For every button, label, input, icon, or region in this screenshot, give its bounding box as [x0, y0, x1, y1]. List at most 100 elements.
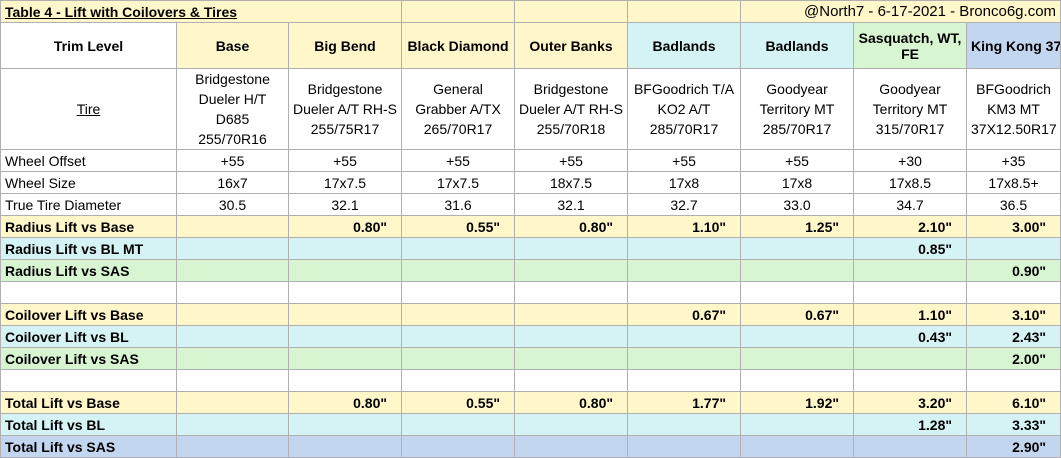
value-cell: 17x8.5 [853, 171, 968, 194]
tire-cell: Bridgestone Dueler A/T RH-S 255/75R17 [287, 68, 403, 150]
value-cell [287, 259, 403, 282]
value-cell [514, 303, 629, 326]
value-cell: +55 [627, 149, 742, 172]
value-cell [740, 369, 855, 392]
value-cell [287, 369, 403, 392]
value-cell [740, 237, 855, 260]
value-cell [401, 369, 516, 392]
table-title: Table 4 - Lift with Coilovers & Tires [0, 0, 403, 23]
value-cell: 17x7.5 [287, 171, 403, 194]
value-cell [514, 347, 629, 370]
value-cell: 0.55" [401, 391, 516, 414]
tire-cell: BFGoodrich T/A KO2 A/T 285/70R17 [627, 68, 742, 150]
value-cell [627, 237, 742, 260]
value-cell: 0.80" [287, 215, 403, 238]
value-cell: 18x7.5 [514, 171, 629, 194]
value-cell: 3.00" [966, 215, 1061, 238]
trim-cell: Badlands [740, 22, 855, 69]
table-row-true-tire-diameter: True Tire Diameter 30.5 32.1 31.6 32.1 32.7 33… [0, 193, 1061, 216]
value-cell [287, 325, 403, 348]
value-cell [627, 281, 742, 304]
trim-cell: Big Bend [287, 22, 403, 69]
value-cell: 16x7 [176, 171, 289, 194]
row-label: Coilover Lift vs SAS [0, 347, 177, 370]
tire-cell: BFGoodrich KM3 MT 37X12.50R17 [966, 68, 1061, 150]
value-cell [514, 413, 629, 436]
value-cell: 17x8.5+ [966, 171, 1061, 194]
value-cell [176, 347, 289, 370]
value-cell [514, 281, 629, 304]
value-cell: 31.6 [401, 193, 516, 216]
value-cell [853, 347, 968, 370]
value-cell [740, 347, 855, 370]
value-cell: 32.7 [627, 193, 742, 216]
spacer-row [0, 281, 1061, 304]
row-label: Total Lift vs SAS [0, 435, 177, 458]
value-cell [853, 369, 968, 392]
value-cell: 3.10" [966, 303, 1061, 326]
table-row-coilover-lift-bl: Coilover Lift vs BL 0.43" 2.43" [0, 325, 1061, 348]
value-cell: 1.10" [853, 303, 968, 326]
table-row-coilover-lift-base: Coilover Lift vs Base 0.67" 0.67" 1.10" 3.10… [0, 303, 1061, 326]
value-cell: +55 [514, 149, 629, 172]
value-cell [176, 237, 289, 260]
value-cell: 32.1 [514, 193, 629, 216]
value-cell [176, 413, 289, 436]
value-cell [287, 281, 403, 304]
table-row-radius-lift-blmt: Radius Lift vs BL MT 0.85" [0, 237, 1061, 260]
value-cell: 33.0 [740, 193, 855, 216]
value-cell: 1.77" [627, 391, 742, 414]
value-cell: 0.80" [287, 391, 403, 414]
value-cell [401, 325, 516, 348]
value-cell: 0.43" [853, 325, 968, 348]
tire-cell: Bridgestone Dueler A/T RH-S 255/70R18 [514, 68, 629, 150]
value-cell: +30 [853, 149, 968, 172]
value-cell [176, 215, 289, 238]
trim-row: Trim Level Base Big Bend Black Diamond O… [0, 22, 1061, 69]
value-cell [627, 347, 742, 370]
tire-row: Tire Bridgestone Dueler H/T D685 255/70R… [0, 68, 1061, 150]
value-cell [176, 391, 289, 414]
value-cell: 17x8 [627, 171, 742, 194]
row-label: Wheel Size [0, 171, 177, 194]
row-label: Total Lift vs BL [0, 413, 177, 436]
value-cell [401, 303, 516, 326]
value-cell: +55 [740, 149, 855, 172]
row-label: Coilover Lift vs BL [0, 325, 177, 348]
trim-cell: King Kong 37" [966, 22, 1061, 69]
value-cell: 0.67" [740, 303, 855, 326]
row-label: True Tire Diameter [0, 193, 177, 216]
value-cell: 36.5 [966, 193, 1061, 216]
table-row-radius-lift-base: Radius Lift vs Base 0.80" 0.55" 0.80" 1.10" 1… [0, 215, 1061, 238]
table-row-total-lift-base: Total Lift vs Base 0.80" 0.55" 0.80" 1.77" 1.… [0, 391, 1061, 414]
tire-cell: Goodyear Territory MT 315/70R17 [853, 68, 968, 150]
value-cell: 2.00" [966, 347, 1061, 370]
value-cell [287, 413, 403, 436]
trim-cell: Outer Banks [514, 22, 629, 69]
spacer-row [0, 369, 1061, 392]
value-cell [853, 259, 968, 282]
row-label: Wheel Offset [0, 149, 177, 172]
value-cell [514, 325, 629, 348]
value-cell: +55 [176, 149, 289, 172]
value-cell [287, 347, 403, 370]
value-cell [401, 237, 516, 260]
trim-cell: Sasquatch, WT, FE [853, 22, 968, 69]
value-cell [287, 435, 403, 458]
value-cell: 2.10" [853, 215, 968, 238]
value-cell: 0.67" [627, 303, 742, 326]
value-cell [401, 435, 516, 458]
value-cell: 3.20" [853, 391, 968, 414]
tire-label: Tire [0, 68, 177, 150]
value-cell [287, 237, 403, 260]
value-cell [740, 435, 855, 458]
value-cell [401, 347, 516, 370]
value-cell [176, 303, 289, 326]
value-cell [514, 259, 629, 282]
value-cell: 1.92" [740, 391, 855, 414]
trim-cell: Base [176, 22, 289, 69]
value-cell [740, 325, 855, 348]
value-cell [853, 281, 968, 304]
value-cell [514, 435, 629, 458]
